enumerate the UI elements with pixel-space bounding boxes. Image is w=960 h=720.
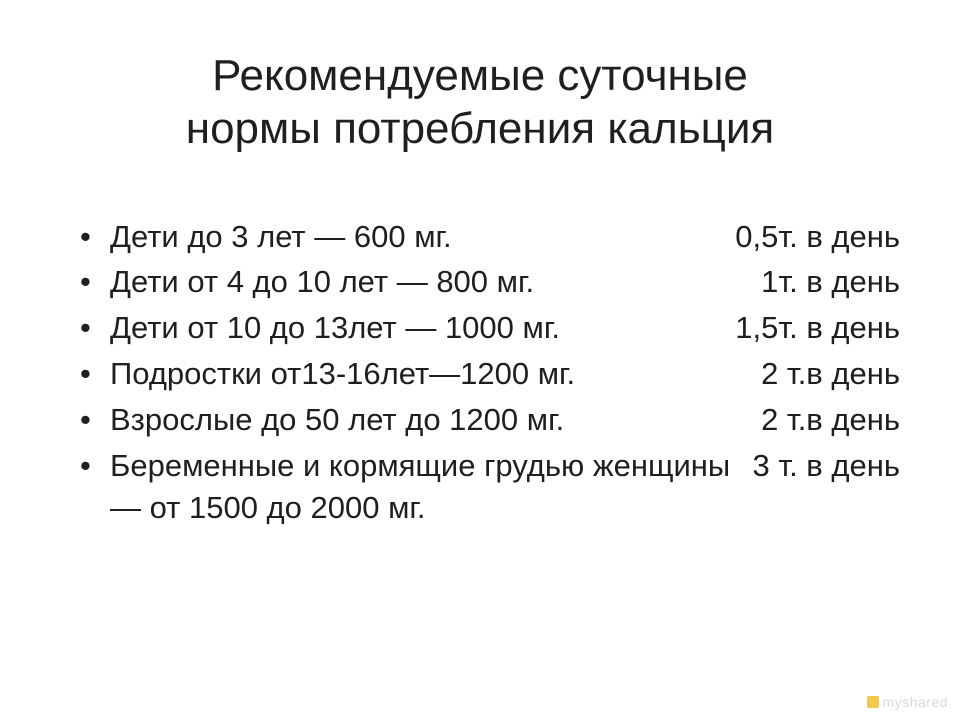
list-row: Беременные и кормящие грудью женщины — о…: [110, 445, 900, 529]
list-row: Подростки от13-16лет—1200 мг. 2 т.в день: [110, 353, 900, 395]
watermark-text: myshared: [883, 694, 948, 710]
list-row: Взрослые до 50 лет до 1200 мг. 2 т.в ден…: [110, 399, 900, 441]
item-left: Дети от 10 до 13лет — 1000 мг.: [110, 307, 560, 349]
item-right: 3 т. в день: [752, 445, 900, 487]
title-line-2: нормы потребления кальция: [186, 104, 774, 153]
item-right: 1т. в день: [761, 261, 900, 303]
square-icon: [867, 696, 879, 708]
item-left: Беременные и кормящие грудью женщины — о…: [110, 445, 740, 529]
list-item: Дети от 10 до 13лет — 1000 мг. 1,5т. в д…: [80, 307, 900, 349]
list-item: Дети до 3 лет — 600 мг. 0,5т. в день: [80, 216, 900, 258]
title-line-1: Рекомендуемые суточные: [212, 51, 748, 100]
watermark: myshared: [867, 694, 948, 710]
slide: Рекомендуемые суточные нормы потребления…: [0, 0, 960, 720]
list-item: Подростки от13-16лет—1200 мг. 2 т.в день: [80, 353, 900, 395]
list-row: Дети до 3 лет — 600 мг. 0,5т. в день: [110, 216, 900, 258]
list-item: Дети от 4 до 10 лет — 800 мг. 1т. в день: [80, 261, 900, 303]
item-left: Взрослые до 50 лет до 1200 мг.: [110, 399, 564, 441]
list-row: Дети от 4 до 10 лет — 800 мг. 1т. в день: [110, 261, 900, 303]
item-right: 1,5т. в день: [735, 307, 900, 349]
item-left: Дети от 4 до 10 лет — 800 мг.: [110, 261, 534, 303]
list-item: Беременные и кормящие грудью женщины — о…: [80, 445, 900, 529]
item-left: Дети до 3 лет — 600 мг.: [110, 216, 452, 258]
item-right: 0,5т. в день: [735, 216, 900, 258]
list-row: Дети от 10 до 13лет — 1000 мг. 1,5т. в д…: [110, 307, 900, 349]
slide-title: Рекомендуемые суточные нормы потребления…: [60, 50, 900, 156]
bullet-list: Дети до 3 лет — 600 мг. 0,5т. в день Дет…: [60, 216, 900, 529]
item-left: Подростки от13-16лет—1200 мг.: [110, 353, 575, 395]
list-item: Взрослые до 50 лет до 1200 мг. 2 т.в ден…: [80, 399, 900, 441]
item-right: 2 т.в день: [761, 353, 900, 395]
item-right: 2 т.в день: [761, 399, 900, 441]
